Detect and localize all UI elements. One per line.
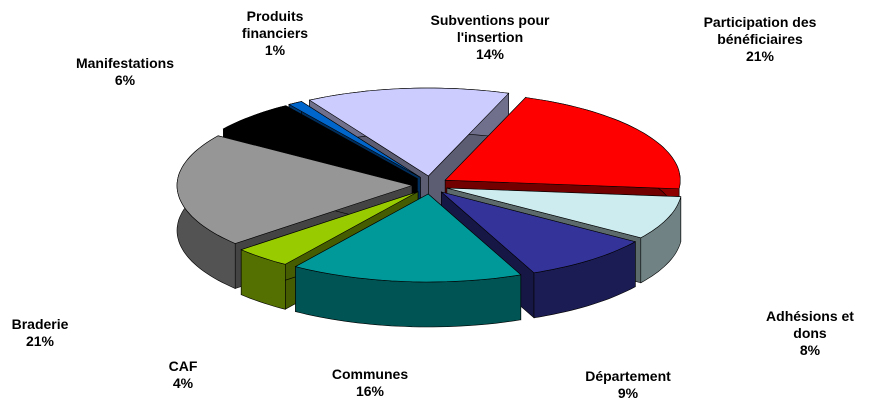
value-label: 21%	[25, 333, 55, 349]
slice	[222, 105, 418, 179]
value-label: 1%	[264, 42, 286, 58]
value-label: 4%	[172, 375, 194, 391]
slice	[444, 97, 681, 190]
slice	[176, 135, 414, 244]
slice-label: Communes 16%	[320, 366, 420, 400]
value-label: 9%	[617, 385, 639, 401]
category-name: CAF	[168, 358, 198, 374]
slice-label: Département 9%	[568, 368, 688, 402]
slice-label: CAF 4%	[153, 358, 213, 392]
slice	[294, 193, 522, 283]
slice	[446, 187, 682, 239]
slice	[288, 101, 421, 178]
value-label: 21%	[745, 48, 775, 64]
category-name: Communes	[331, 366, 409, 382]
category-name: Adhésions et dons	[766, 308, 854, 341]
slice-label: Subventions pour l'insertion 14%	[420, 12, 560, 63]
slice	[441, 191, 637, 274]
value-label: 16%	[355, 383, 385, 399]
slice-label: Adhésions et dons 8%	[765, 308, 855, 359]
slice-label: Braderie 21%	[0, 316, 80, 350]
slice-label: Participation des bénéficiaires 21%	[685, 14, 835, 65]
category-name: Manifestations	[75, 55, 174, 71]
category-name: Participation des bénéficiaires	[703, 14, 817, 47]
value-label: 6%	[114, 72, 136, 88]
category-name: Département	[585, 368, 671, 384]
value-label: 8%	[799, 342, 821, 358]
category-name: Subventions pour l'insertion	[430, 12, 550, 45]
category-name: Produits financiers	[241, 8, 309, 41]
value-label: 14%	[475, 46, 505, 62]
slice	[240, 191, 419, 265]
slice-label: Produits financiers 1%	[230, 8, 320, 59]
slice	[308, 87, 510, 177]
slice-label: Manifestations 6%	[60, 55, 190, 89]
category-name: Braderie	[11, 316, 69, 332]
